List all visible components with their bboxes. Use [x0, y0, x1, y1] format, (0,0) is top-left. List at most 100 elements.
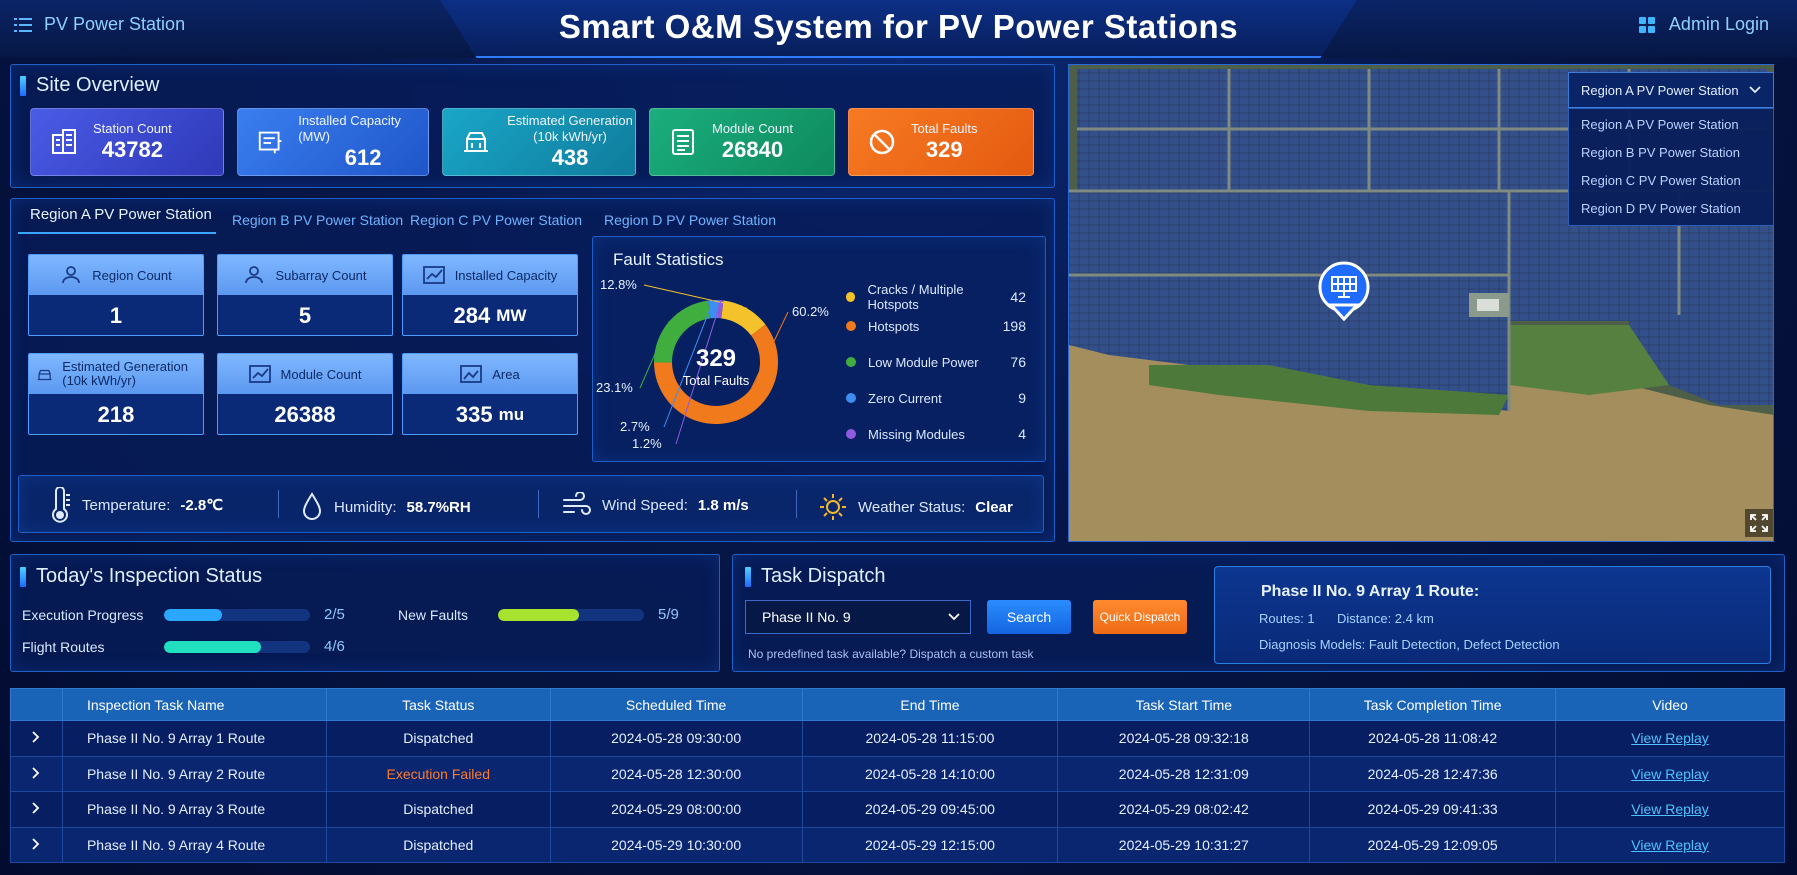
droplet-icon — [302, 492, 322, 520]
expand-row-button[interactable] — [10, 826, 63, 863]
donut-slice[interactable] — [708, 300, 719, 319]
chevron-down-icon — [1749, 86, 1761, 94]
table-header-cell: Task Start Time — [1057, 688, 1311, 721]
progress-track — [164, 608, 310, 621]
table-cell: View Replay — [1555, 720, 1785, 757]
legend-item[interactable]: Zero Current 9 — [846, 390, 1026, 406]
region-card-module-count: Module Count 26388 — [217, 353, 393, 435]
donut-slice[interactable] — [654, 324, 778, 424]
region-card-area: Area 335 mu — [402, 353, 578, 435]
route-distance: Distance: 2.4 km — [1337, 611, 1434, 626]
table-cell: 2024-05-28 14:10:00 — [801, 755, 1059, 792]
view-replay-link[interactable]: View Replay — [1631, 836, 1709, 853]
chevron-right-icon — [32, 802, 40, 814]
tab-region-d[interactable]: Region D PV Power Station — [604, 212, 776, 228]
donut-leader-line — [639, 321, 670, 389]
donut-center-label: Total Faults — [683, 373, 750, 388]
table-row[interactable]: Phase II No. 9 Array 2 Route Execution Fa… — [10, 755, 1785, 792]
view-replay-link[interactable]: View Replay — [1631, 730, 1709, 747]
sun-icon — [820, 494, 846, 520]
custom-task-hint[interactable]: No predefined task available? Dispatch a… — [748, 647, 1034, 661]
tab-region-c[interactable]: Region C PV Power Station — [410, 212, 582, 228]
stat-card-estimated-generation[interactable]: Estimated Generation (10k kWh/yr) 438 — [442, 108, 636, 176]
table-row[interactable]: Phase II No. 9 Array 1 Route Dispatched 20… — [10, 720, 1785, 757]
legend-swatch — [846, 429, 856, 439]
fault-donut-chart: 12.8% 60.2% 23.1% 2.7% 1.2% 329 Total Faults — [596, 277, 829, 451]
generation-icon — [37, 369, 52, 381]
stat-card-module-count[interactable]: Module Count 26840 — [649, 108, 835, 176]
fault-stats-title: Fault Statistics — [613, 250, 724, 269]
chevron-down-icon — [948, 613, 960, 621]
building-icon — [52, 129, 76, 154]
inspection-task-table: Inspection Task Name Task Status Scheduled… — [10, 688, 1785, 863]
region-card-estimated-generation: Estimated Generation (10k kWh/yr) 218 — [28, 353, 204, 435]
table-row[interactable]: Phase II No. 9 Array 4 Route Dispatched 20… — [10, 826, 1785, 863]
table-cell: 2024-05-29 09:45:00 — [801, 791, 1059, 828]
map-pin[interactable] — [1318, 261, 1370, 322]
weather-wind: Wind Speed: 1.8 m/s — [562, 492, 749, 518]
route-models: Diagnosis Models: Fault Detection, Defec… — [1259, 637, 1560, 652]
legend-item[interactable]: Missing Modules 4 — [846, 426, 1026, 442]
legend-item[interactable]: Low Module Power 76 — [846, 354, 1026, 370]
tab-region-b[interactable]: Region B PV Power Station — [232, 212, 404, 228]
progress-value: 4/6 — [324, 638, 345, 655]
progress-value: 2/5 — [324, 606, 345, 623]
view-replay-link[interactable]: View Replay — [1631, 801, 1709, 818]
tab-region-a[interactable]: Region A PV Power Station — [30, 206, 212, 223]
table-row[interactable]: Phase II No. 9 Array 3 Route Dispatched 20… — [10, 791, 1785, 828]
expand-row-button[interactable] — [10, 720, 63, 757]
donut-leader-line — [675, 300, 722, 445]
expand-row-button[interactable] — [10, 791, 63, 828]
table-cell: 2024-05-29 08:00:00 — [549, 791, 803, 828]
chevron-right-icon — [32, 731, 40, 743]
table-cell: 2024-05-29 12:15:00 — [801, 826, 1059, 863]
menu-icon[interactable] — [14, 17, 32, 33]
stat-card-installed-capacity[interactable]: Installed Capacity (MW) 612 — [237, 108, 429, 176]
station-option-d[interactable]: Region D PV Power Station — [1581, 201, 1741, 216]
expand-row-button[interactable] — [10, 755, 63, 792]
area-icon — [460, 365, 483, 383]
quick-dispatch-button[interactable]: Quick Dispatch — [1093, 600, 1187, 634]
table-cell: 2024-05-28 12:47:36 — [1309, 755, 1557, 792]
progress-fill — [164, 608, 223, 621]
station-option-c[interactable]: Region C PV Power Station — [1581, 173, 1741, 188]
table-header-cell — [10, 688, 63, 721]
legend-swatch — [846, 321, 856, 331]
table-cell: View Replay — [1555, 791, 1785, 828]
donut-slice[interactable] — [721, 300, 766, 336]
table-cell: 2024-05-29 09:41:33 — [1309, 791, 1557, 828]
weather-status: Weather Status: Clear — [818, 492, 1013, 522]
table-cell: 2024-05-28 12:30:00 — [549, 755, 803, 792]
station-select[interactable]: Region A PV Power Station — [1568, 72, 1774, 108]
donut-center-value: 329 — [696, 345, 736, 372]
table-cell: 2024-05-29 08:02:42 — [1057, 791, 1311, 828]
table-cell: 2024-05-29 12:09:05 — [1309, 826, 1557, 863]
donut-slice[interactable] — [654, 300, 711, 363]
station-option-b[interactable]: Region B PV Power Station — [1581, 145, 1740, 160]
station-option-a[interactable]: Region A PV Power Station — [1581, 117, 1739, 132]
view-replay-link[interactable]: View Replay — [1631, 765, 1709, 782]
legend-item[interactable]: Cracks / Multiple Hotspots 42 — [846, 282, 1026, 312]
header-title-plate — [440, 0, 1357, 58]
fullscreen-button[interactable] — [1745, 509, 1773, 537]
task-select[interactable]: Phase II No. 9 — [745, 600, 971, 634]
task-name-cell: Phase II No. 9 Array 1 Route — [61, 720, 327, 757]
progress-fill — [164, 640, 262, 653]
task-name-cell: Phase II No. 9 Array 3 Route — [61, 791, 327, 828]
site-map[interactable] — [1068, 64, 1774, 542]
admin-login-button[interactable]: Admin Login — [1638, 14, 1769, 35]
task-name-cell: Phase II No. 9 Array 2 Route — [61, 755, 327, 792]
table-cell: 2024-05-28 09:32:18 — [1057, 720, 1311, 757]
app-brand[interactable]: PV Power Station — [14, 14, 185, 35]
table-cell: View Replay — [1555, 755, 1785, 792]
stat-card-station-count[interactable]: Station Count 43782 — [30, 108, 224, 176]
legend-count: 4 — [1018, 426, 1026, 442]
table-cell: View Replay — [1555, 826, 1785, 863]
table-header-cell: Inspection Task Name — [61, 688, 327, 721]
chart-icon — [248, 365, 271, 383]
stat-card-total-faults[interactable]: Total Faults 329 — [848, 108, 1034, 176]
progress-fill — [498, 608, 580, 621]
search-button[interactable]: Search — [987, 600, 1071, 634]
table-cell: 2024-05-28 11:08:42 — [1309, 720, 1557, 757]
legend-item[interactable]: Hotspots 198 — [846, 318, 1026, 334]
